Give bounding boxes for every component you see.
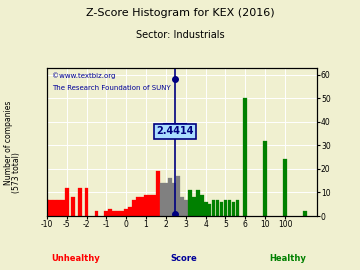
- Bar: [156, 171, 160, 216]
- Bar: [120, 211, 124, 216]
- Bar: [263, 141, 267, 216]
- Text: (573 total): (573 total): [12, 152, 21, 193]
- Bar: [303, 211, 307, 216]
- Text: Unhealthy: Unhealthy: [51, 254, 100, 263]
- Bar: [200, 195, 203, 216]
- Bar: [85, 188, 89, 216]
- Bar: [224, 200, 228, 216]
- Bar: [212, 200, 215, 216]
- Bar: [216, 200, 220, 216]
- Bar: [45, 200, 49, 216]
- Bar: [172, 183, 176, 216]
- Bar: [168, 178, 172, 216]
- Bar: [176, 176, 180, 216]
- Bar: [108, 209, 112, 216]
- Bar: [228, 200, 231, 216]
- Bar: [184, 200, 188, 216]
- Bar: [65, 188, 68, 216]
- Bar: [128, 207, 132, 216]
- Text: Healthy: Healthy: [270, 254, 306, 263]
- Bar: [132, 200, 136, 216]
- Bar: [208, 204, 211, 216]
- Bar: [180, 197, 184, 216]
- Bar: [124, 209, 128, 216]
- Bar: [45, 202, 49, 216]
- Bar: [49, 200, 53, 216]
- Text: Number of companies: Number of companies: [4, 101, 13, 185]
- Bar: [283, 159, 287, 216]
- Bar: [220, 202, 224, 216]
- Bar: [104, 211, 108, 216]
- Bar: [144, 195, 148, 216]
- Bar: [71, 197, 75, 216]
- Bar: [196, 190, 199, 216]
- Text: Z-Score Histogram for KEX (2016): Z-Score Histogram for KEX (2016): [86, 8, 274, 18]
- Text: ©www.textbiz.org: ©www.textbiz.org: [52, 72, 116, 79]
- Bar: [204, 202, 207, 216]
- Bar: [57, 200, 60, 216]
- Bar: [164, 183, 168, 216]
- Bar: [116, 211, 120, 216]
- Text: The Research Foundation of SUNY: The Research Foundation of SUNY: [52, 85, 171, 91]
- Bar: [53, 200, 57, 216]
- Bar: [112, 211, 116, 216]
- Text: 2.4414: 2.4414: [156, 126, 193, 136]
- Bar: [45, 202, 49, 216]
- Bar: [192, 197, 195, 216]
- Bar: [243, 98, 247, 216]
- Bar: [148, 195, 152, 216]
- Bar: [95, 211, 98, 216]
- Bar: [136, 197, 140, 216]
- Text: Score: Score: [170, 254, 197, 263]
- Bar: [160, 183, 164, 216]
- Bar: [231, 202, 235, 216]
- Bar: [235, 200, 239, 216]
- Bar: [78, 188, 82, 216]
- Bar: [61, 200, 64, 216]
- Bar: [188, 190, 192, 216]
- Bar: [45, 200, 49, 216]
- Bar: [152, 195, 156, 216]
- Text: Sector: Industrials: Sector: Industrials: [136, 30, 224, 40]
- Bar: [140, 197, 144, 216]
